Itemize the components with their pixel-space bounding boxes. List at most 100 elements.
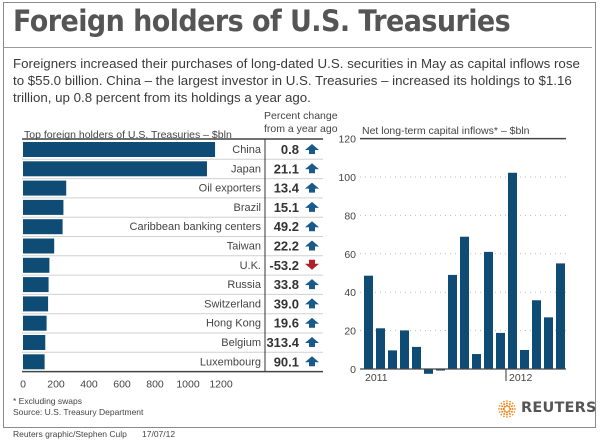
inflow-bar bbox=[472, 354, 481, 369]
y-tick-label: 100 bbox=[338, 172, 356, 184]
y-tick-label: 0 bbox=[350, 364, 356, 376]
graphic-date: 17/07/12 bbox=[142, 429, 176, 439]
x-tick-label: 800 bbox=[146, 379, 164, 391]
holder-bar bbox=[23, 277, 49, 293]
logo-dot bbox=[501, 405, 504, 408]
percent-change-header: Percent change from a year ago bbox=[264, 110, 338, 136]
logo-dot bbox=[505, 411, 509, 414]
x-tick-label: 600 bbox=[113, 379, 131, 391]
inflow-bar bbox=[388, 350, 397, 369]
holder-bar bbox=[23, 296, 49, 312]
up-arrow-icon bbox=[305, 240, 319, 251]
logo-dot bbox=[503, 403, 506, 406]
holder-bar bbox=[23, 238, 55, 254]
inflow-bar bbox=[364, 275, 373, 369]
percent-change-value: 19.6 bbox=[274, 316, 299, 331]
footnotes: * Excluding swaps Source: U.S. Treasury … bbox=[13, 396, 143, 418]
percent-change-value: 90.1 bbox=[274, 354, 299, 369]
holder-label: U.K. bbox=[240, 260, 261, 272]
percent-change-value: 21.1 bbox=[274, 161, 299, 176]
x-tick-label: 400 bbox=[80, 379, 98, 391]
holder-bar bbox=[23, 257, 50, 273]
holder-label: Oil exporters bbox=[199, 183, 262, 195]
up-arrow-icon bbox=[305, 163, 319, 174]
percent-change-value: -53.2 bbox=[269, 258, 299, 273]
percent-change-header-line-2: from a year ago bbox=[264, 123, 338, 135]
logo-dot bbox=[511, 402, 514, 405]
logo-dot bbox=[503, 400, 505, 403]
y-tick-label: 60 bbox=[344, 249, 356, 261]
holder-bar bbox=[23, 335, 46, 350]
inflow-bar bbox=[424, 369, 433, 374]
y-tick-label: 20 bbox=[344, 326, 356, 338]
inflow-bar bbox=[520, 349, 529, 369]
holder-label: Switzerland bbox=[204, 298, 261, 310]
x-tick-label: 1200 bbox=[209, 379, 233, 391]
logo-dot bbox=[503, 410, 506, 413]
logo-dot bbox=[513, 411, 516, 413]
up-arrow-icon bbox=[305, 182, 319, 193]
inflow-bar bbox=[508, 172, 517, 369]
footnote: * Excluding swaps bbox=[13, 396, 82, 406]
x-tick-label: 0 bbox=[20, 379, 26, 391]
inflow-bar bbox=[376, 328, 385, 369]
logo-dot bbox=[509, 407, 512, 411]
holder-label: Caribbean banking centers bbox=[130, 221, 262, 233]
y-tick-label: 80 bbox=[344, 210, 356, 222]
percent-change-value: 33.8 bbox=[274, 277, 299, 292]
logo-dot bbox=[506, 413, 508, 416]
holder-bar bbox=[23, 315, 47, 331]
holder-bar bbox=[23, 161, 207, 177]
holders-chart-title: Top foreign holders of U.S. Treasuries –… bbox=[24, 129, 232, 141]
logo-dot bbox=[509, 415, 511, 418]
inflows-chart-title: Net long-term capital inflows* – $bln bbox=[362, 125, 530, 137]
inflow-bar bbox=[532, 300, 541, 369]
logo-dot bbox=[502, 407, 505, 411]
up-arrow-icon bbox=[305, 356, 319, 367]
logo-dot bbox=[508, 405, 511, 408]
up-arrow-icon bbox=[305, 144, 319, 154]
inflow-bar bbox=[544, 317, 553, 369]
percent-change-value: 15.1 bbox=[274, 200, 299, 215]
page-title: Foreign holders of U.S. Treasuries bbox=[13, 4, 511, 38]
title-divider bbox=[4, 47, 592, 48]
inflow-bar bbox=[484, 251, 493, 369]
inflow-bar bbox=[412, 346, 421, 369]
inflow-bar bbox=[400, 330, 409, 369]
holder-label: Luxembourg bbox=[200, 356, 261, 368]
y-tick-label: 40 bbox=[344, 287, 356, 299]
holder-label: Japan bbox=[231, 163, 261, 175]
logo-dot bbox=[506, 402, 508, 405]
x-tick-label: 200 bbox=[47, 379, 65, 391]
holder-label: Brazil bbox=[233, 202, 261, 214]
logo-dot bbox=[510, 405, 513, 408]
logo-dot bbox=[514, 408, 516, 410]
percent-change-value: 313.4 bbox=[266, 335, 299, 350]
logo-dot bbox=[503, 412, 506, 415]
logo-dot bbox=[498, 411, 501, 413]
logo-dot bbox=[511, 413, 514, 416]
reuters-logo-text: REUTERS bbox=[521, 400, 597, 416]
logo-dot bbox=[500, 408, 503, 410]
holder-bar bbox=[23, 142, 216, 157]
percent-change-value: 13.4 bbox=[274, 181, 300, 196]
logo-dot bbox=[508, 410, 511, 413]
logo-dot bbox=[503, 405, 506, 408]
holder-bar bbox=[23, 180, 67, 196]
up-arrow-icon bbox=[305, 201, 319, 212]
y-tick-label: 120 bbox=[338, 134, 356, 146]
reuters-logo: REUTERS bbox=[497, 399, 596, 419]
logo-dot bbox=[498, 405, 501, 407]
logo-dot bbox=[503, 415, 505, 418]
percent-change-header-line-1: Percent change bbox=[264, 110, 338, 122]
holder-bar bbox=[23, 219, 63, 235]
logo-dot bbox=[500, 413, 503, 416]
up-arrow-icon bbox=[305, 298, 319, 309]
logo-dot bbox=[506, 400, 508, 402]
up-arrow-icon bbox=[305, 317, 319, 328]
graphic-frame bbox=[3, 2, 596, 428]
intro-text: Foreigners increased their purchases of … bbox=[13, 56, 580, 105]
logo-dot bbox=[508, 412, 511, 415]
